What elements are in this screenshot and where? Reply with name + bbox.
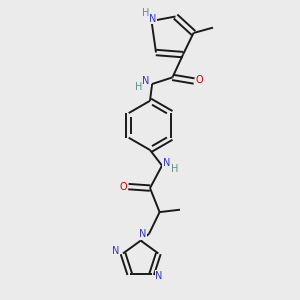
Text: N: N	[139, 229, 146, 239]
Text: N: N	[163, 158, 170, 168]
Text: O: O	[196, 75, 203, 85]
Text: H: H	[135, 82, 142, 92]
Text: H: H	[171, 164, 178, 174]
Text: N: N	[155, 271, 163, 281]
Text: N: N	[149, 14, 157, 24]
Text: H: H	[142, 8, 150, 19]
Text: N: N	[112, 246, 119, 256]
Text: N: N	[142, 76, 150, 86]
Text: O: O	[119, 182, 127, 192]
